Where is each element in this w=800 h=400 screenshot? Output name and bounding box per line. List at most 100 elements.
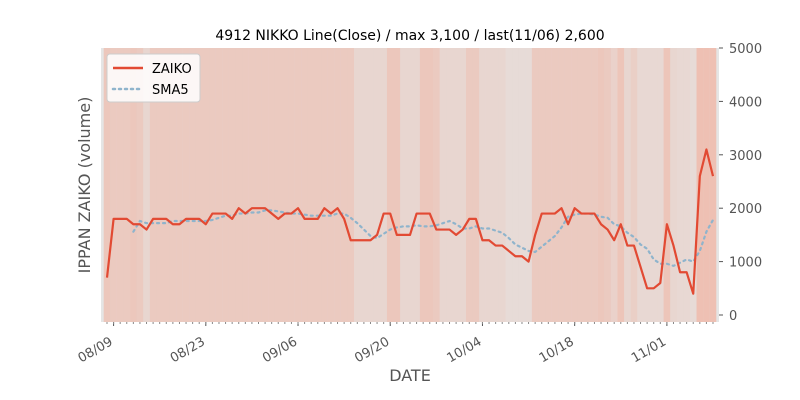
shading-band [492,48,499,322]
shading-band [110,48,117,322]
shading-band [498,48,506,322]
shading-band [202,48,210,322]
shading-band [222,48,229,322]
shading-band [386,48,394,322]
shading-band [103,48,111,322]
shading-band [130,48,137,322]
x-tick-label: 11/01 [629,334,669,366]
shading-band [617,48,625,322]
shading-band [610,48,618,322]
shading-band [419,48,427,322]
shading-band [525,48,532,322]
shading-band [591,48,598,322]
shading-band [538,48,546,322]
x-tick-label: 08/23 [168,334,208,366]
shading-band [400,48,407,322]
sma5-series-line [132,209,715,268]
shading-band [261,48,269,322]
legend: ZAIKO SMA5 [106,53,201,103]
shading-band [597,48,605,322]
shading-band [169,48,177,322]
shading-band [189,48,196,322]
plot-background [101,48,719,322]
shading-band [123,48,131,322]
shading-band [301,48,308,322]
shading-band [288,48,295,322]
shading-band [485,48,493,322]
shading-band [650,48,658,322]
shading-band [472,48,480,322]
shading-band [564,48,572,322]
shading-band [156,48,163,322]
shading-band [512,48,519,322]
shading-band [459,48,466,322]
shading-band [703,48,710,322]
shading-band [676,48,684,322]
shading-band [274,48,282,322]
shading-band [465,48,473,322]
shading-band [479,48,486,322]
shading-band [426,48,434,322]
y-tick-label: 3000 [729,149,762,164]
y-tick-label: 0 [729,309,737,324]
shading-band [281,48,289,322]
x-tick-label: 09/06 [260,334,300,366]
shading-band [314,48,322,322]
x-tick-label: 08/09 [76,334,116,366]
shading-band [531,48,539,322]
shading-band [689,48,697,322]
x-tick-label: 10/04 [445,334,485,366]
shading-band [373,48,381,322]
shading-band [709,48,717,322]
shading-band [215,48,223,322]
legend-sma5-label: SMA5 [152,83,189,98]
shading-band [505,48,513,322]
shading-band [439,48,447,322]
shading-band [637,48,644,322]
shading-band [162,48,170,322]
shading-band [242,48,249,322]
shading-band [354,48,361,322]
plot-area: 0 1000 2000 3000 4000 5000 08/09 08/23 09/06 09/2… [76,42,762,366]
shading-band [268,48,275,322]
y-tick-label: 2000 [729,202,762,217]
shading-band [347,48,355,322]
zaiko-series-line [105,148,715,295]
shading-band [327,48,335,322]
shading-band [380,48,387,322]
shading-band [235,48,243,322]
shading-band [657,48,664,322]
shading-band [558,48,565,322]
shading-band [136,48,144,322]
shading-band [413,48,420,322]
shading-band [209,48,216,322]
shading-band [360,48,368,322]
shading-band [176,48,183,322]
legend-zaiko-label: ZAIKO [152,62,192,77]
shading-band [604,48,611,322]
shading-band [630,48,638,322]
shading-band [545,48,552,322]
shading-band [149,48,157,322]
shading-band [340,48,348,322]
shading-band [663,48,671,322]
shading-band [406,48,414,322]
shading-band [195,48,203,322]
shading-band [367,48,374,322]
shading-band [228,48,236,322]
shading-band [584,48,592,322]
shading-band [624,48,631,322]
x-axis-label: DATE [389,366,431,385]
y-tick-label: 4000 [729,95,762,110]
shading-band [307,48,315,322]
shading-band [182,48,190,322]
shading-band [294,48,302,322]
shading-band [683,48,690,322]
shading-band [670,48,677,322]
shading-band [321,48,328,322]
shading-band [577,48,585,322]
y-axis-label: IPPAN ZAIKO (volume) [75,97,94,274]
shading-band [446,48,453,322]
shading-band [571,48,578,322]
shading-band [334,48,341,322]
